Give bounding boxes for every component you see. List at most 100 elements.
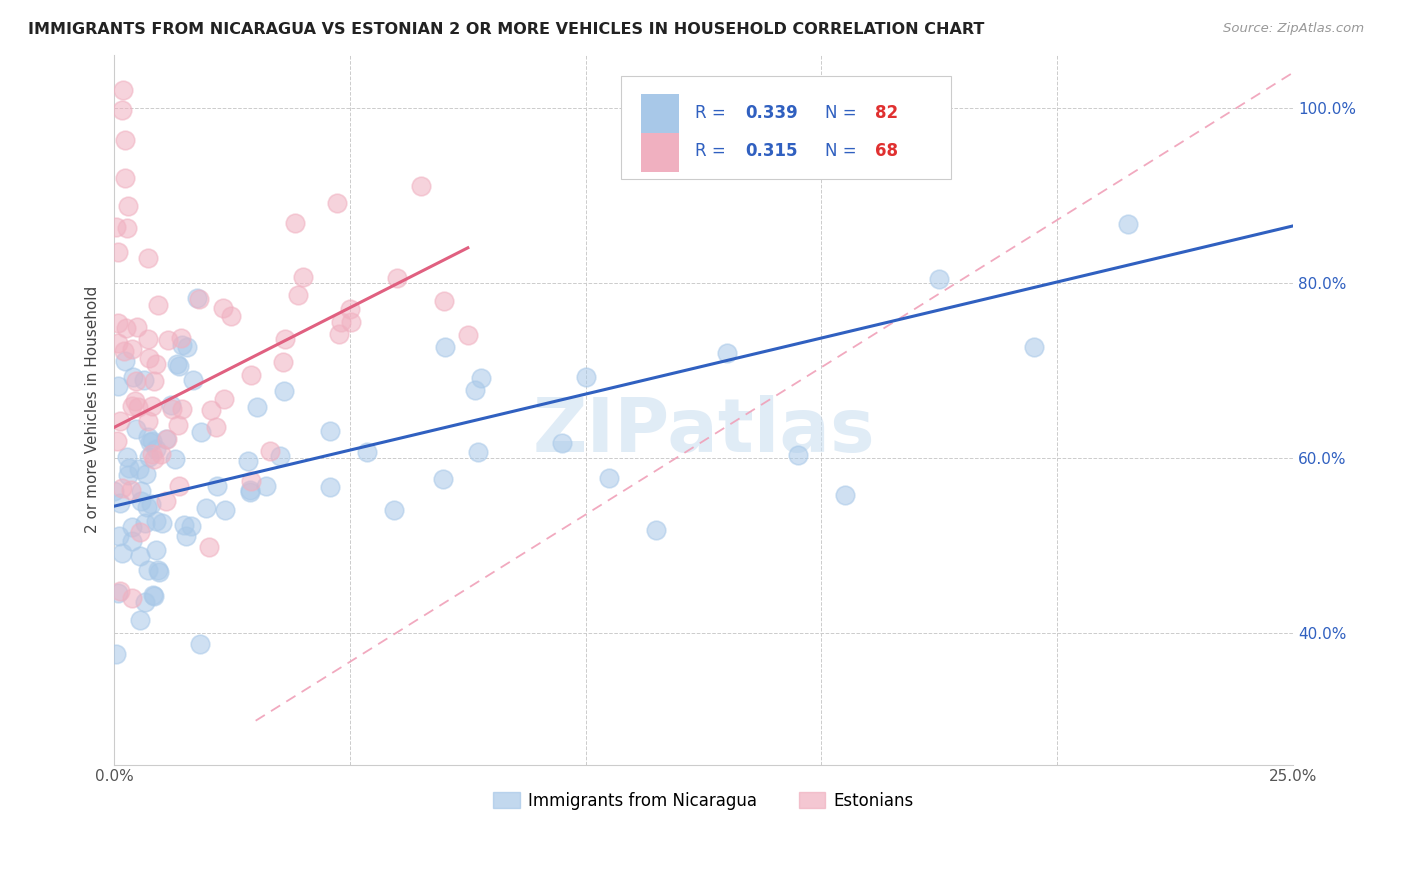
Point [160, 398, 183, 412]
Point [124, 422, 146, 436]
Point [108, 414, 131, 428]
Point [1116, 217, 1139, 231]
Point [142, 588, 165, 602]
Legend: Immigrants from Nicaragua, Estonians: Immigrants from Nicaragua, Estonians [486, 785, 921, 816]
Point [328, 326, 350, 341]
Point [287, 288, 309, 302]
Point [150, 516, 173, 531]
Point [150, 447, 173, 461]
Point [166, 357, 188, 371]
Point [105, 434, 128, 449]
Point [134, 373, 156, 387]
Point [107, 585, 129, 599]
Point [148, 566, 170, 580]
Y-axis label: 2 or more Vehicles in Household: 2 or more Vehicles in Household [86, 286, 100, 533]
Point [339, 315, 361, 329]
Point [198, 540, 221, 554]
Point [142, 589, 165, 603]
Text: R =: R = [696, 103, 731, 121]
Point [138, 351, 160, 365]
Point [467, 445, 489, 459]
Point [117, 468, 139, 483]
Point [246, 401, 269, 415]
Point [127, 400, 149, 414]
Point [211, 301, 233, 315]
FancyBboxPatch shape [641, 95, 679, 133]
Point [284, 216, 307, 230]
Point [114, 353, 136, 368]
Point [269, 449, 291, 463]
Point [136, 251, 159, 265]
Point [141, 447, 163, 461]
Point [356, 445, 378, 459]
Point [135, 467, 157, 481]
Point [163, 452, 186, 467]
Point [167, 359, 190, 374]
Point [138, 450, 160, 465]
Point [121, 399, 143, 413]
Point [145, 514, 167, 528]
Point [124, 394, 146, 409]
Point [162, 402, 184, 417]
Point [129, 494, 152, 508]
Point [457, 328, 479, 343]
Point [117, 199, 139, 213]
Point [273, 332, 295, 346]
Point [834, 488, 856, 502]
Point [239, 474, 262, 488]
Point [170, 337, 193, 351]
Point [138, 332, 160, 346]
Point [318, 425, 340, 439]
Text: 68: 68 [875, 142, 897, 160]
Point [716, 346, 738, 360]
Point [409, 179, 432, 194]
Point [111, 546, 134, 560]
Point [205, 479, 228, 493]
Point [432, 472, 454, 486]
Point [107, 245, 129, 260]
Point [173, 518, 195, 533]
Point [205, 420, 228, 434]
Point [107, 316, 129, 330]
Point [108, 496, 131, 510]
Point [598, 471, 620, 485]
Point [103, 483, 125, 498]
Point [575, 369, 598, 384]
Point [221, 309, 243, 323]
Point [146, 563, 169, 577]
Point [114, 171, 136, 186]
Point [107, 335, 129, 350]
Point [214, 392, 236, 406]
Point [122, 369, 145, 384]
Point [107, 378, 129, 392]
Point [129, 613, 152, 627]
Point [111, 103, 134, 117]
Text: IMMIGRANTS FROM NICARAGUA VS ESTONIAN 2 OR MORE VEHICLES IN HOUSEHOLD CORRELATIO: IMMIGRANTS FROM NICARAGUA VS ESTONIAN 2 … [28, 22, 984, 37]
Point [330, 315, 353, 329]
Point [145, 442, 167, 457]
Point [134, 516, 156, 530]
Point [433, 340, 456, 354]
Point [111, 83, 134, 97]
Point [145, 357, 167, 371]
Point [385, 271, 408, 285]
Point [172, 401, 194, 416]
Point [139, 434, 162, 449]
Point [104, 647, 127, 661]
Point [129, 549, 152, 563]
Point [1022, 340, 1045, 354]
Point [551, 436, 574, 450]
Point [115, 221, 138, 235]
Point [174, 529, 197, 543]
Point [136, 563, 159, 577]
Point [118, 461, 141, 475]
Point [141, 399, 163, 413]
Point [131, 483, 153, 498]
Point [169, 331, 191, 345]
Point [180, 519, 202, 533]
Point [121, 520, 143, 534]
Point [326, 195, 349, 210]
Point [259, 443, 281, 458]
Point [114, 133, 136, 147]
Point [188, 292, 211, 306]
